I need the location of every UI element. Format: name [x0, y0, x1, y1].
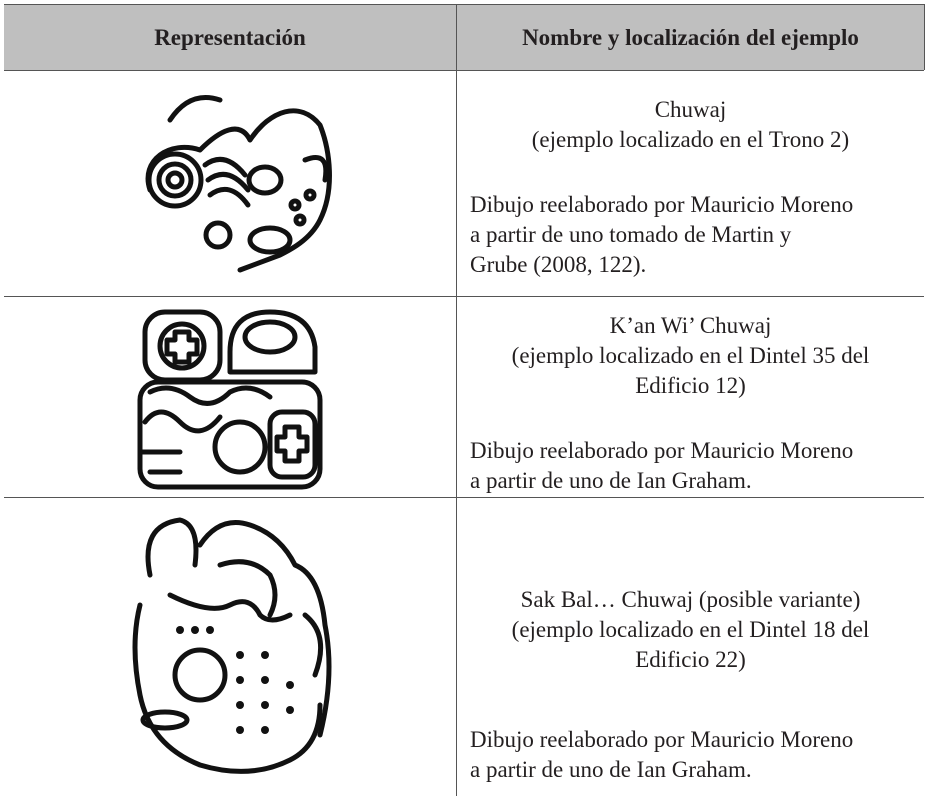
border — [4, 296, 924, 297]
example-name: Sak Bal… Chuwaj (posible variante) — [520, 587, 861, 612]
drawing-credit: a partir de uno de Ian Graham. — [470, 468, 752, 493]
header-cell: Nombre y localización del ejemplo — [457, 5, 924, 70]
glyph-3-dots — [176, 626, 294, 734]
border — [456, 4, 457, 796]
drawing-credit: Grube (2008, 122). — [470, 252, 647, 277]
example-name: Chuwaj — [654, 97, 727, 122]
border — [4, 4, 924, 5]
drawing-credit: Dibujo reelaborado por Mauricio Moreno — [470, 438, 854, 463]
example-name: Edificio 12) — [635, 373, 746, 398]
glyph-3 — [132, 517, 332, 774]
glyph-1 — [145, 95, 332, 273]
example-name: (ejemplo localizado en el Trono 2) — [531, 127, 850, 152]
header-text: Nombre y localización del ejemplo — [522, 25, 859, 50]
example-name: (ejemplo localizado en el Dintel 35 del — [511, 343, 870, 368]
border — [4, 70, 924, 71]
header-text: Representación — [154, 25, 306, 50]
border — [924, 4, 925, 70]
glyph-2 — [137, 309, 323, 490]
drawing-credit: Dibujo reelaborado por Mauricio Moreno — [470, 192, 854, 217]
border — [4, 497, 924, 498]
example-name: (ejemplo localizado en el Dintel 18 del — [511, 617, 870, 642]
drawing-credit: a partir de uno tomado de Martin y — [470, 222, 792, 247]
header-cell: Representación — [4, 5, 456, 70]
example-name: K’an Wi’ Chuwaj — [609, 313, 772, 338]
drawing-credit: a partir de uno de Ian Graham. — [470, 757, 752, 782]
example-name: Edificio 22) — [635, 647, 746, 672]
drawing-credit: Dibujo reelaborado por Mauricio Moreno — [470, 727, 854, 752]
